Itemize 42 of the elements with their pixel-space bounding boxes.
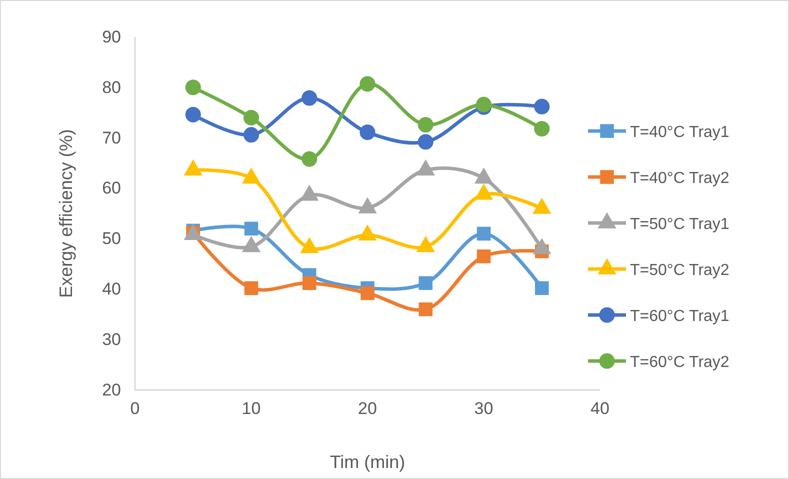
y-tick-label: 90	[102, 27, 121, 46]
legend-label: T=40°C Tray2	[630, 170, 730, 187]
x-tick-label: 20	[358, 399, 377, 418]
y-tick-label: 70	[102, 128, 121, 148]
point	[302, 276, 316, 290]
point	[185, 106, 201, 122]
y-tick-label: 60	[102, 178, 121, 198]
x-tick-label: 10	[242, 399, 261, 418]
y-tick-label: 20	[102, 380, 121, 400]
legend-label: T=50°C Tray1	[630, 216, 730, 233]
legend-label: T=60°C Tray2	[630, 354, 730, 371]
point	[534, 98, 550, 114]
point	[418, 302, 433, 316]
x-tick-label: 0	[130, 399, 140, 418]
point	[244, 281, 258, 296]
point	[534, 121, 550, 137]
point	[418, 116, 434, 133]
y-tick-label: 80	[102, 78, 121, 97]
point	[534, 281, 549, 296]
x-tick-label: 30	[474, 399, 494, 418]
legend-label: T=60°C Tray1	[630, 308, 730, 325]
x-tick-label: 40	[590, 399, 610, 418]
point	[302, 90, 318, 106]
x-axis-title: Tim (min)	[330, 452, 406, 472]
point	[302, 151, 318, 167]
y-tick-label: 30	[102, 330, 121, 350]
legend-label: T=50°C Tray2	[630, 262, 730, 279]
point	[476, 249, 491, 264]
point	[244, 222, 258, 236]
point	[418, 276, 433, 290]
y-axis-title: Exergy efficiency (%)	[56, 129, 76, 298]
point	[476, 226, 491, 241]
point	[418, 134, 434, 150]
point	[360, 286, 374, 300]
point	[360, 76, 376, 92]
point	[243, 127, 260, 143]
point	[185, 80, 201, 96]
point	[360, 124, 376, 140]
y-tick-label: 50	[102, 229, 121, 248]
point	[243, 110, 260, 126]
legend-label: T=40°C Tray1	[630, 124, 730, 141]
y-tick-label: 40	[102, 280, 121, 299]
